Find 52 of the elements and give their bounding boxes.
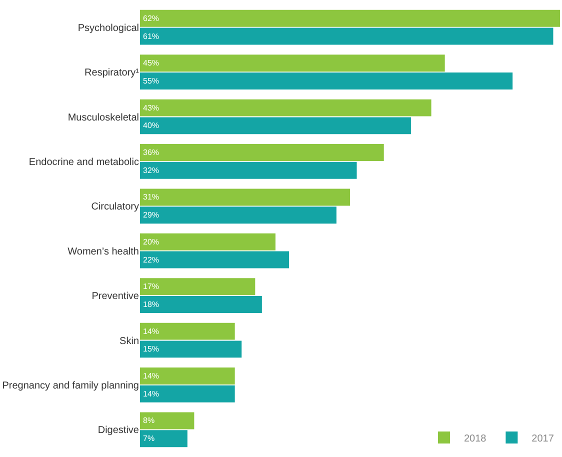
data-label: 45% bbox=[143, 58, 160, 68]
legend-label: 2018 bbox=[464, 433, 487, 444]
data-label: 14% bbox=[143, 326, 160, 336]
bar bbox=[140, 206, 336, 224]
data-label: 43% bbox=[143, 103, 160, 112]
y-tick-label: Circulatory bbox=[91, 202, 139, 213]
y-tick-label: Digestive bbox=[98, 425, 140, 436]
bar bbox=[140, 233, 276, 250]
bar bbox=[140, 188, 350, 206]
bar bbox=[140, 54, 445, 72]
bar bbox=[140, 72, 513, 90]
data-label: 55% bbox=[143, 76, 160, 86]
bar bbox=[140, 28, 554, 45]
bar bbox=[140, 368, 235, 384]
y-tick-label: Musculoskeletal bbox=[68, 112, 139, 124]
y-tick-label: Respiratory¹ bbox=[84, 68, 140, 79]
y-tick-label: Women’s health bbox=[68, 246, 139, 258]
data-label: 18% bbox=[143, 300, 160, 309]
bar bbox=[140, 278, 256, 296]
bar bbox=[140, 162, 357, 179]
bar bbox=[140, 322, 235, 340]
bar bbox=[140, 251, 290, 268]
data-label: 15% bbox=[143, 344, 160, 354]
bar bbox=[140, 412, 194, 430]
data-label: 29% bbox=[143, 210, 160, 220]
bar bbox=[140, 10, 560, 27]
data-label: 20% bbox=[143, 237, 160, 246]
data-label: 7% bbox=[143, 434, 155, 444]
y-tick-label: Preventive bbox=[92, 291, 140, 302]
bar bbox=[140, 430, 188, 448]
data-label: 61% bbox=[143, 32, 160, 41]
data-label: 62% bbox=[143, 14, 160, 23]
data-label: 36% bbox=[143, 148, 160, 158]
data-label: 14% bbox=[143, 372, 160, 381]
data-label: 22% bbox=[143, 255, 160, 264]
data-label: 40% bbox=[143, 121, 160, 130]
data-label: 32% bbox=[143, 166, 160, 175]
y-tick-label: Skin bbox=[120, 336, 139, 347]
y-tick-label: Psychological bbox=[78, 22, 139, 34]
bar bbox=[140, 385, 235, 402]
data-label: 17% bbox=[143, 282, 160, 292]
data-label: 14% bbox=[143, 389, 160, 398]
bar bbox=[140, 340, 242, 358]
y-tick-label: Endocrine and metabolic bbox=[28, 156, 139, 168]
bar bbox=[140, 117, 411, 134]
legend-label: 2017 bbox=[532, 433, 554, 444]
bar bbox=[140, 144, 384, 161]
data-label: 8% bbox=[143, 416, 155, 426]
y-tick-label: Pregnancy and family planning bbox=[2, 380, 139, 392]
bar bbox=[140, 99, 432, 116]
data-label: 31% bbox=[143, 192, 160, 202]
bar bbox=[140, 296, 262, 313]
